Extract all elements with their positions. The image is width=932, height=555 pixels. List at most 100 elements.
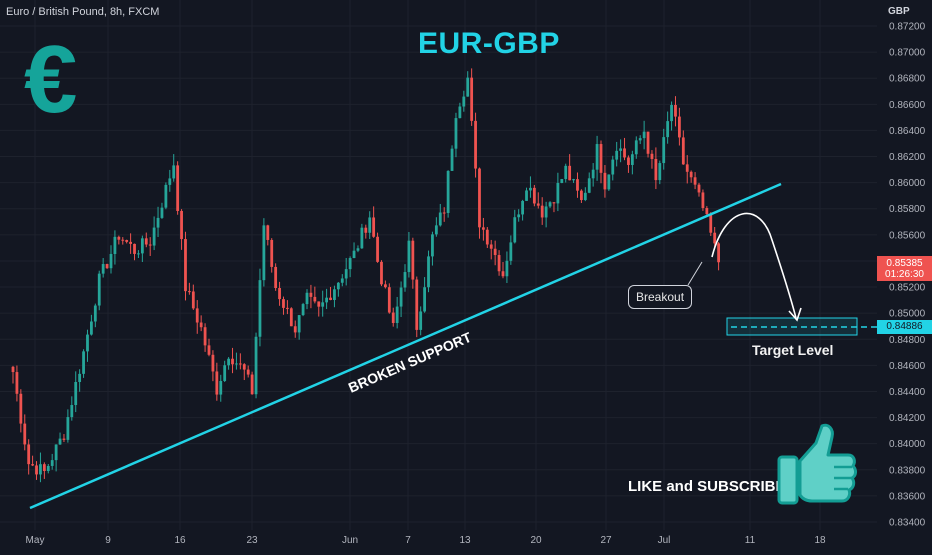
y-tick-label: 0.85800: [889, 204, 926, 215]
candle-body: [164, 184, 168, 208]
candle-body: [576, 179, 579, 191]
symbol-description: Euro / British Pound, 8h, FXCM: [6, 6, 160, 18]
candle-body: [685, 164, 689, 172]
candle-body: [242, 364, 246, 370]
candle-body: [109, 253, 113, 269]
candle-body: [583, 192, 587, 201]
y-tick-label: 0.85000: [889, 309, 926, 320]
candle-body: [454, 118, 458, 149]
candle-body: [419, 311, 423, 330]
candle-body: [587, 178, 591, 193]
candle-body: [15, 372, 19, 394]
candle-body: [446, 170, 450, 213]
candle-body: [195, 308, 199, 323]
candle-body: [97, 273, 101, 306]
candle-body: [517, 214, 521, 218]
candle-body: [74, 381, 78, 406]
candle-body: [450, 148, 454, 171]
candle-body: [509, 242, 513, 261]
target-price-label: 0.84886: [886, 321, 923, 332]
candle-body: [427, 256, 430, 288]
y-tick-label: 0.83400: [889, 518, 926, 529]
candle-body: [470, 77, 474, 121]
candle-body: [384, 284, 387, 288]
candle-body: [258, 280, 262, 337]
candle-body: [215, 371, 219, 395]
candle-body: [536, 203, 540, 206]
candle-body: [474, 120, 477, 169]
candle-body: [42, 464, 46, 471]
candle-body: [387, 287, 391, 313]
chart-title: EUR-GBP: [418, 27, 560, 60]
candle-body: [548, 202, 552, 207]
candle-body: [697, 184, 701, 193]
candle-body: [646, 131, 650, 154]
candle-body: [564, 165, 568, 180]
candle-body: [411, 240, 415, 280]
candle-body: [356, 248, 360, 251]
y-tick-label: 0.86400: [889, 126, 926, 137]
candle-body: [709, 214, 713, 233]
candle-body: [623, 148, 626, 158]
y-tick-label: 0.84400: [889, 387, 926, 398]
candle-body: [717, 243, 720, 263]
candle-body: [482, 227, 485, 230]
candle-body: [458, 106, 462, 119]
candle-body: [117, 236, 121, 240]
candle-body: [681, 137, 685, 165]
candle-body: [662, 137, 666, 164]
candle-body: [129, 241, 132, 244]
candle-body: [282, 299, 285, 308]
breakout-pointer: [687, 261, 703, 286]
candle-body: [156, 217, 160, 228]
candle-body: [497, 255, 501, 272]
y-tick-label: 0.84800: [889, 335, 926, 346]
candle-body: [293, 326, 297, 333]
thumbs-up-icon[interactable]: [776, 421, 858, 511]
candle-body: [223, 365, 227, 382]
candle-body: [180, 210, 183, 240]
candle-body: [270, 239, 274, 267]
candle-body: [254, 336, 258, 395]
candle-body: [321, 302, 325, 307]
candle-body: [227, 358, 230, 366]
candle-body: [144, 238, 148, 245]
candle-body: [642, 131, 646, 139]
candle-body: [309, 292, 313, 297]
x-tick-label: 20: [530, 535, 542, 546]
candle-body: [529, 187, 532, 191]
candle-body: [58, 438, 62, 445]
candle-body: [434, 225, 438, 235]
candle-body: [595, 144, 599, 170]
support-line[interactable]: [29, 182, 782, 510]
x-tick-label: 7: [405, 535, 411, 546]
candle-body: [654, 158, 658, 181]
candle-body: [399, 287, 403, 307]
candle-body: [62, 438, 66, 440]
candle-body: [199, 322, 203, 328]
candle-body: [501, 271, 505, 277]
candle-body: [27, 444, 31, 465]
candle-body: [168, 178, 172, 185]
candle-body: [278, 288, 281, 300]
candle-body: [176, 165, 180, 211]
x-tick-label: Jun: [342, 535, 358, 546]
y-tick-label: 0.87000: [889, 48, 926, 59]
candle-body: [360, 227, 364, 249]
candle-body: [352, 250, 356, 259]
candle-body: [121, 239, 125, 241]
candle-body: [262, 225, 266, 281]
candle-body: [611, 159, 615, 175]
candle-body: [650, 153, 654, 159]
candle-body: [607, 174, 611, 190]
candle-body: [513, 217, 517, 243]
y-axis-ticks: 0.87200 0.87000 0.86800 0.86600 0.86400 0.862…: [889, 22, 926, 529]
y-tick-label: 0.84000: [889, 439, 926, 450]
candle-body: [572, 179, 575, 181]
candle-body: [552, 202, 556, 204]
candle-body: [113, 236, 117, 254]
candle-body: [344, 269, 348, 279]
x-tick-label: Jul: [658, 535, 671, 546]
